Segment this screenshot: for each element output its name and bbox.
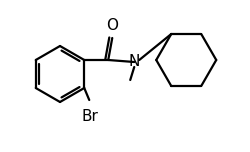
Text: O: O bbox=[106, 18, 118, 33]
Text: N: N bbox=[128, 55, 140, 69]
Text: Br: Br bbox=[82, 109, 99, 124]
